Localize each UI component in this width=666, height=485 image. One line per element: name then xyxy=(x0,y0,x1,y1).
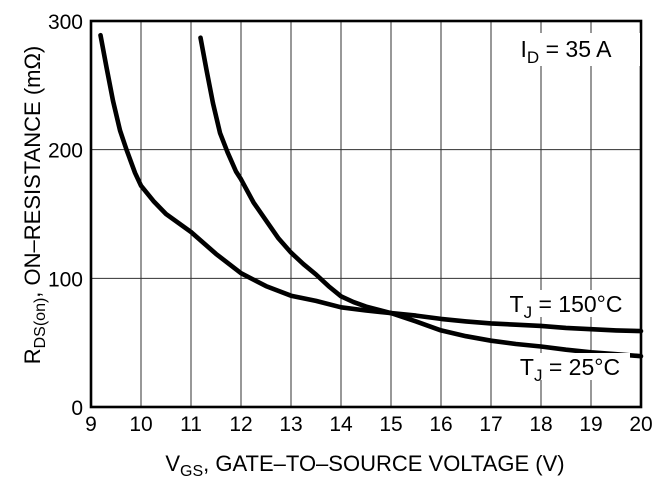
plot-border xyxy=(89,19,643,409)
curve-label-tj25-bg xyxy=(511,353,630,380)
gridlines xyxy=(91,21,641,407)
curves xyxy=(98,32,644,359)
x-tick-label: 17 xyxy=(479,413,502,436)
annotation-pre: I xyxy=(521,36,527,62)
tj25-sub: J xyxy=(534,366,543,385)
curve-label-tj150-bg xyxy=(503,290,630,317)
x-tick-label: 13 xyxy=(279,413,302,436)
tj150-post: = 150°C xyxy=(532,291,622,317)
x-tick-label: 12 xyxy=(229,413,252,436)
x-title-post: , GATE–TO–SOURCE VOLTAGE (V) xyxy=(203,451,564,476)
y-tick-label: 300 xyxy=(48,11,83,34)
x-tick-label: 10 xyxy=(129,413,152,436)
y-title-post: , ON–RESISTANCE (mΩ) xyxy=(20,46,45,298)
x-tick-label: 15 xyxy=(379,413,402,436)
x-tick-label: 14 xyxy=(329,413,353,436)
tj150-pre: T xyxy=(510,291,524,317)
y-tick-label: 100 xyxy=(48,268,83,291)
x-title-sub: GS xyxy=(180,463,203,480)
annotation-sub: D xyxy=(527,48,539,67)
x-title-pre: V xyxy=(165,451,180,476)
y-tick-label: 0 xyxy=(71,397,83,420)
x-tick-label: 18 xyxy=(529,413,552,436)
x-axis-title: VGS, GATE–TO–SOURCE VOLTAGE (V) xyxy=(165,451,564,480)
tj25-pre: T xyxy=(520,354,534,380)
x-tick-label: 19 xyxy=(579,413,602,436)
x-tick-labels: 9 10 11 12 13 14 15 16 17 18 19 20 xyxy=(85,413,653,436)
y-title-pre: R xyxy=(20,348,45,364)
y-tick-labels: 0 100 200 300 xyxy=(48,11,83,420)
tj25-post: = 25°C xyxy=(542,354,620,380)
drain-current-annotation: ID = 35 A xyxy=(521,36,613,67)
y-title-sub: DS(on) xyxy=(32,298,49,349)
tj150-sub: J xyxy=(524,303,533,322)
x-tick-label: 16 xyxy=(429,413,452,436)
curve-tj-150 xyxy=(98,32,644,334)
y-axis-title: RDS(on), ON–RESISTANCE (mΩ) xyxy=(20,46,49,365)
y-tick-label: 200 xyxy=(48,140,83,163)
curve-label-tj150: TJ = 150°C xyxy=(510,291,623,322)
annotation-post: = 35 A xyxy=(539,36,612,62)
x-tick-label: 11 xyxy=(180,413,202,436)
x-tick-label: 20 xyxy=(629,413,652,436)
curve-tj-25 xyxy=(198,35,644,359)
curve-label-tj25: TJ = 25°C xyxy=(520,354,620,385)
x-tick-label: 9 xyxy=(85,413,97,436)
annotation-bg xyxy=(497,33,640,66)
